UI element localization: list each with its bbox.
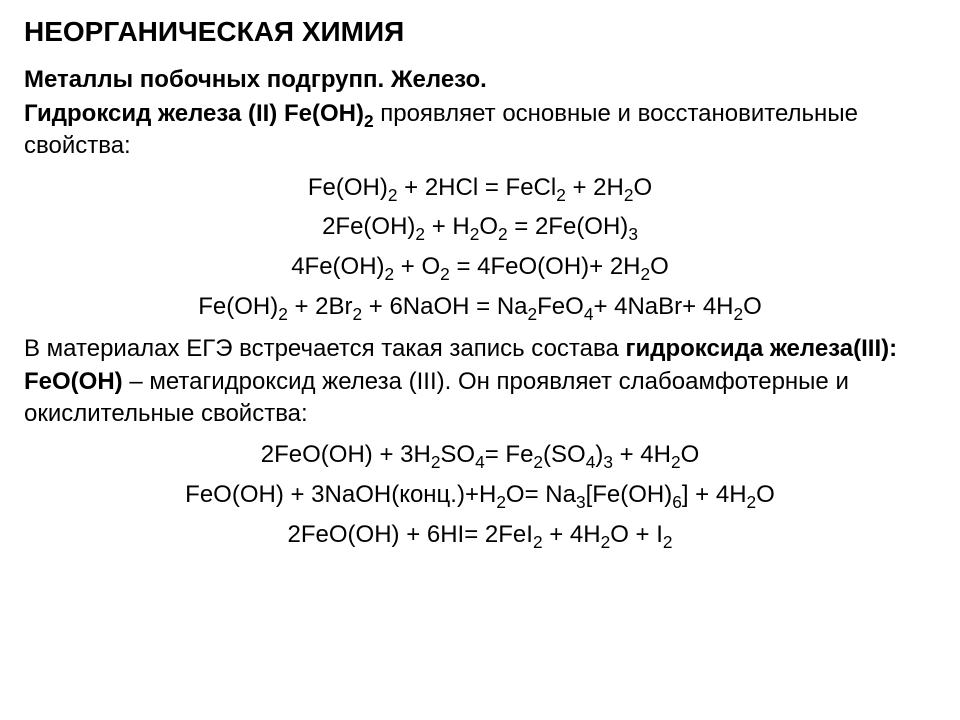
equation: 2FeO(OH) + 6HI= 2FeI2 + 4H2O + I2 — [24, 518, 936, 552]
equation: Fe(OH)2 + 2HCl = FeCl2 + 2H2O — [24, 171, 936, 205]
equation: FeO(OH) + 3NaOH(конц.)+H2O= Na3[Fe(OH)6]… — [24, 478, 936, 512]
equation: 4Fe(OH)2 + O2 = 4FeO(OH)+ 2H2O — [24, 250, 936, 284]
equation: 2FeO(OH) + 3H2SO4= Fe2(SO4)3 + 4H2O — [24, 438, 936, 472]
middle-paragraph: В материалах ЕГЭ встречается такая запис… — [24, 333, 936, 430]
intro-bold-text: Гидроксид железа (II) Fe(OH) — [24, 100, 364, 127]
intro-bold: Гидроксид железа (II) Fe(OH)2 — [24, 100, 374, 127]
slide: НЕОРГАНИЧЕСКАЯ ХИМИЯ Металлы побочных по… — [0, 0, 960, 573]
middle-post: – метагидроксид железа (III). Он проявля… — [24, 368, 849, 427]
page-subtitle: Металлы побочных подгрупп. Железо. — [24, 66, 936, 94]
equations-block-1: Fe(OH)2 + 2HCl = FeCl2 + 2H2O 2Fe(OH)2 + … — [24, 171, 936, 323]
equation: 2Fe(OH)2 + H2O2 = 2Fe(OH)3 — [24, 210, 936, 244]
page-title: НЕОРГАНИЧЕСКАЯ ХИМИЯ — [24, 16, 936, 48]
equations-block-2: 2FeO(OH) + 3H2SO4= Fe2(SO4)3 + 4H2O FeO(O… — [24, 438, 936, 551]
intro-paragraph: Гидроксид железа (II) Fe(OH)2 проявляет … — [24, 98, 936, 163]
middle-pre: В материалах ЕГЭ встречается такая запис… — [24, 335, 626, 362]
intro-bold-sub: 2 — [364, 111, 374, 131]
equation: Fe(OH)2 + 2Br2 + 6NaOH = Na2FeO4+ 4NaBr+… — [24, 290, 936, 324]
